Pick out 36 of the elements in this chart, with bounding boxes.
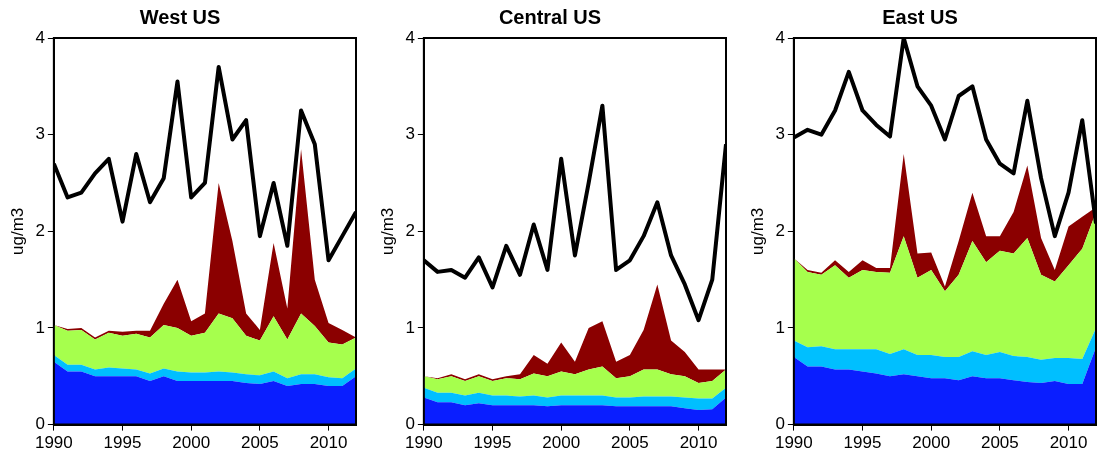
y-tick-label: 0 bbox=[775, 414, 785, 434]
y-axis-title: ug/m3 bbox=[747, 207, 767, 255]
y-tick-label: 1 bbox=[35, 317, 45, 337]
x-tick-label: 1995 bbox=[473, 433, 512, 453]
y-tick-label: 3 bbox=[405, 124, 415, 144]
y-axis-title: ug/m3 bbox=[377, 207, 397, 255]
y-tick-label: 4 bbox=[35, 27, 45, 47]
x-tick-label: 1990 bbox=[404, 433, 443, 453]
x-tick-label: 2010 bbox=[1049, 433, 1088, 453]
x-tick-label: 1990 bbox=[34, 433, 73, 453]
y-tick-label: 3 bbox=[775, 124, 785, 144]
x-tick-label: 1990 bbox=[774, 433, 813, 453]
y-tick-label: 2 bbox=[35, 220, 45, 240]
y-tick-label: 4 bbox=[775, 27, 785, 47]
x-tick-label: 2000 bbox=[912, 433, 951, 453]
x-tick-label: 2005 bbox=[240, 433, 279, 453]
y-tick-label: 4 bbox=[405, 27, 415, 47]
x-tick-label: 2005 bbox=[610, 433, 649, 453]
y-axis-title: ug/m3 bbox=[7, 207, 27, 255]
chart-title: Central US bbox=[498, 5, 602, 28]
chart-title: West US bbox=[139, 5, 221, 28]
y-tick-label: 3 bbox=[35, 124, 45, 144]
y-tick-label: 2 bbox=[405, 220, 415, 240]
y-tick-label: 1 bbox=[405, 317, 415, 337]
x-tick-label: 2000 bbox=[542, 433, 581, 453]
x-tick-label: 2010 bbox=[309, 433, 348, 453]
chart-title: East US bbox=[882, 5, 958, 28]
x-tick-label: 1995 bbox=[843, 433, 882, 453]
x-tick-label: 2000 bbox=[172, 433, 211, 453]
y-tick-label: 0 bbox=[405, 414, 415, 434]
x-tick-label: 2005 bbox=[980, 433, 1019, 453]
y-tick-label: 0 bbox=[35, 414, 45, 434]
y-tick-label: 2 bbox=[775, 220, 785, 240]
x-tick-label: 2010 bbox=[679, 433, 718, 453]
x-tick-label: 1995 bbox=[103, 433, 142, 453]
y-tick-label: 1 bbox=[775, 317, 785, 337]
